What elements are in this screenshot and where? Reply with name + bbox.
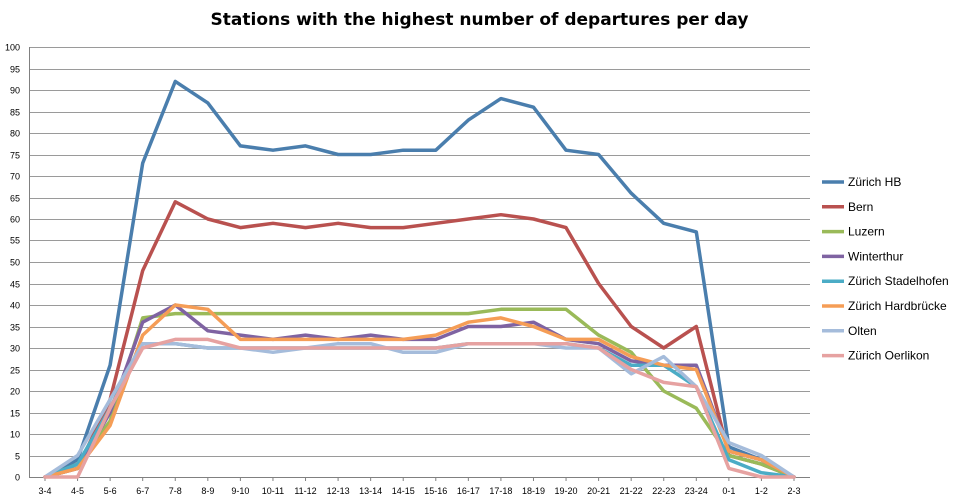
x-tick-label: 10-11: [262, 486, 284, 496]
y-tick-label: 100: [5, 43, 20, 53]
y-tick-label: 10: [10, 430, 20, 440]
series-line: [43, 303, 796, 479]
series-line: [43, 337, 796, 479]
y-tick-label: 25: [10, 366, 20, 376]
x-tick-label: 15-16: [424, 486, 447, 496]
x-tick-label: 6-7: [136, 486, 149, 496]
legend: Zürich HB Bern Luzern Winterthur Zürich Stad…: [822, 175, 949, 363]
series-line: [43, 341, 796, 479]
x-tick-label: 17-18: [489, 486, 512, 496]
y-tick-label: 45: [10, 280, 20, 290]
series-line: [43, 79, 796, 479]
chart-title: Stations with the highest number of depa…: [210, 10, 749, 30]
x-tick-label: 1-2: [755, 486, 768, 496]
y-tick-label: 60: [10, 215, 20, 225]
legend-label: Olten: [848, 324, 877, 338]
x-tick-label: 2-3: [787, 486, 800, 496]
x-tick-label: 19-20: [555, 486, 578, 496]
y-tick-label: 65: [10, 194, 20, 204]
y-tick-label: 35: [10, 323, 20, 333]
y-tick-label: 5: [15, 452, 20, 462]
x-tick-label: 18-19: [522, 486, 545, 496]
x-tick-label: 5-6: [104, 486, 117, 496]
x-tick-label: 22-23: [652, 486, 675, 496]
x-tick-label: 3-4: [38, 486, 51, 496]
y-tick-label: 55: [10, 236, 20, 246]
x-tick-label: 7-8: [169, 486, 182, 496]
y-tick-label: 20: [10, 387, 20, 397]
y-tick-label: 40: [10, 301, 20, 311]
y-tick-label: 0: [15, 473, 20, 483]
x-tick-label: 23-24: [685, 486, 708, 496]
y-tick-label: 30: [10, 344, 20, 354]
legend-label: Winterthur: [848, 249, 903, 263]
x-tick-label: 9-10: [231, 486, 249, 496]
legend-label: Luzern: [848, 225, 885, 239]
legend-label: Zürich Hardbrücke: [848, 299, 947, 313]
series-line: [43, 307, 796, 479]
x-tick-label: 21-22: [620, 486, 643, 496]
x-tick-label: 11-12: [294, 486, 316, 496]
x-tick-label: 12-13: [327, 486, 350, 496]
y-tick-label: 90: [10, 86, 20, 96]
x-tick-label: 16-17: [457, 486, 480, 496]
y-tick-label: 75: [10, 151, 20, 161]
x-tick-label: 14-15: [392, 486, 415, 496]
x-tick-labels: 3-4 4-5 5-6 6-7 7-8 8-9 9-10 10-11 11-12 12-13 13-…: [38, 486, 800, 496]
y-tick-label: 50: [10, 258, 20, 268]
legend-label: Zürich HB: [848, 175, 901, 189]
x-tick-label: 20-21: [587, 486, 610, 496]
x-tick-label: 13-14: [359, 486, 382, 496]
legend-label: Zürich Stadelhofen: [848, 274, 949, 288]
legend-label: Bern: [848, 200, 873, 214]
y-tick-labels: 0 5 10 15 20 25 30 35 40 45 50 55 60 65 70 75 80 85 90 95 10…: [5, 43, 20, 483]
x-tick-label: 0-1: [722, 486, 735, 496]
y-tick-label: 15: [10, 409, 20, 419]
series-lines: [43, 79, 796, 479]
legend-label: Zürich Oerlikon: [848, 349, 929, 363]
x-tick-label: 4-5: [71, 486, 84, 496]
y-tick-label: 70: [10, 172, 20, 182]
y-tick-label: 80: [10, 129, 20, 139]
grid-lines: [29, 47, 810, 457]
y-tick-label: 95: [10, 65, 20, 75]
series-line: [43, 200, 796, 479]
x-tick-label: 8-9: [201, 486, 214, 496]
y-tick-label: 85: [10, 108, 20, 118]
